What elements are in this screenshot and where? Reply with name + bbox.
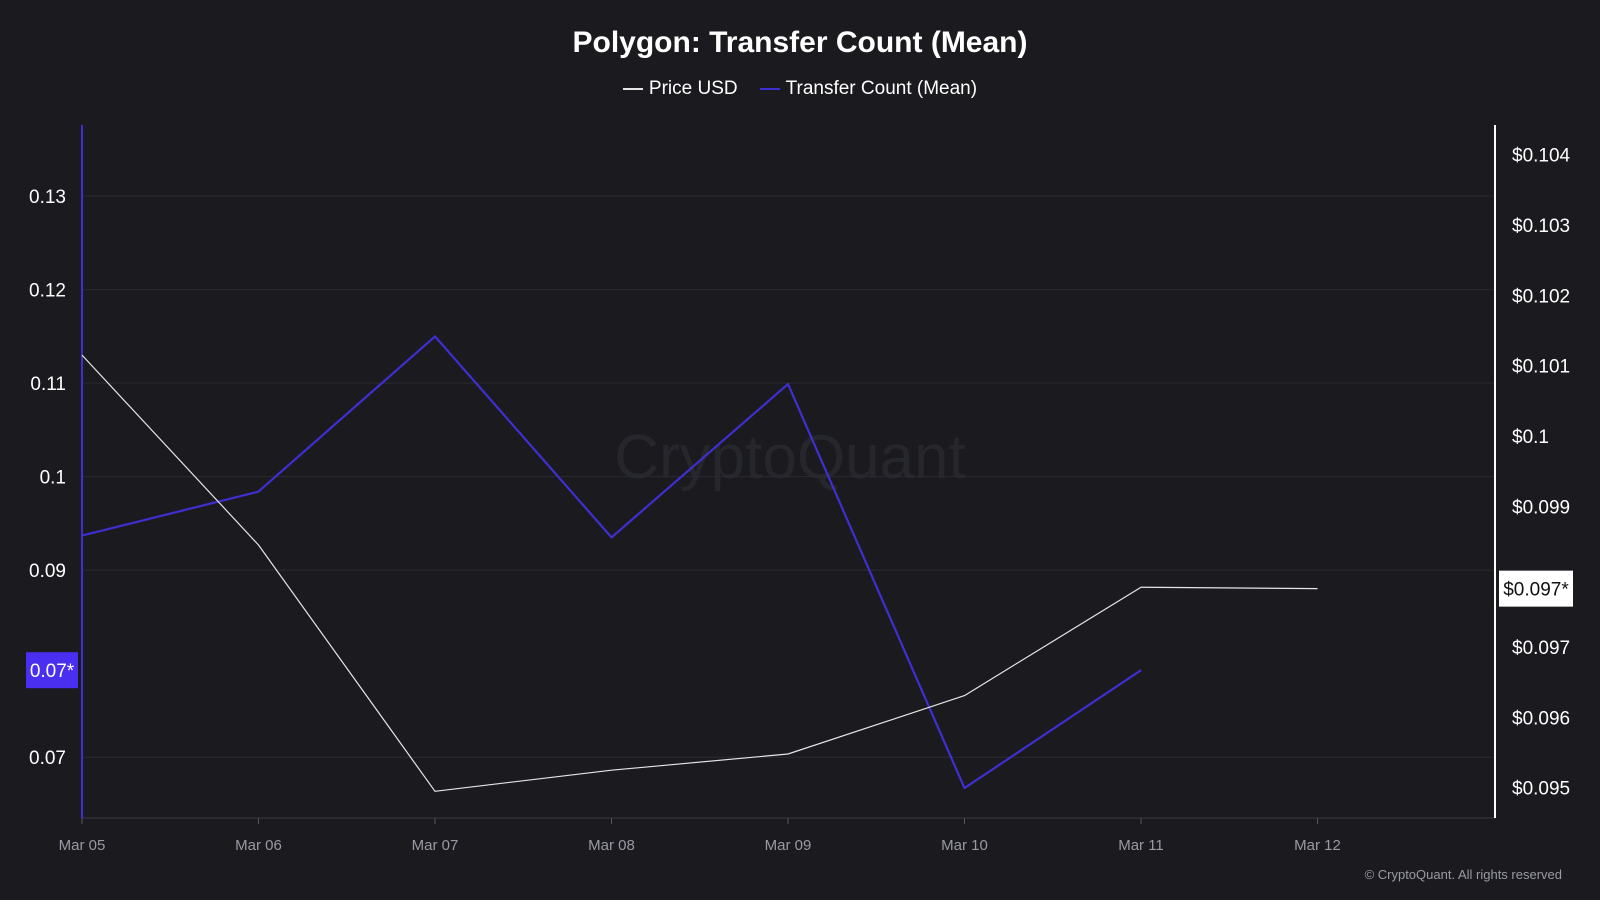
right-axis-tick-label: $0.104 (1512, 146, 1571, 167)
left-axis-tick-label: 0.12 (29, 281, 66, 302)
legend-label-price: Price USD (648, 78, 738, 99)
right-axis-tick-label: $0.097 (1512, 638, 1570, 659)
right-current-value-badge (1499, 570, 1573, 607)
right-axis-tick-label: $0.101 (1512, 357, 1570, 378)
left-axis-tick-label: 0.11 (30, 374, 66, 395)
chart-title: Polygon: Transfer Count (Mean) (572, 26, 1028, 59)
right-axis-tick-label: $0.096 (1512, 708, 1570, 729)
legend-item-price[interactable]: Price USD (622, 78, 738, 100)
right-axis-tick-label: $0.103 (1512, 216, 1570, 237)
left-axis-tick-label: 0.09 (29, 561, 66, 582)
x-axis-tick-label: Mar 08 (588, 837, 635, 854)
legend-label-transfer: Transfer Count (Mean) (785, 78, 978, 99)
x-axis-tick-label: Mar 05 (59, 837, 106, 854)
chart-legend: Price USD Transfer Count (Mean) (0, 78, 1600, 100)
x-axis-tick-label: Mar 12 (1294, 837, 1341, 854)
right-current-value-label: $0.097* (1503, 580, 1569, 601)
left-axis-tick-label: 0.13 (29, 187, 66, 208)
left-current-value-label: 0.07* (30, 661, 75, 682)
right-axis-tick-label: $0.099 (1512, 497, 1570, 518)
left-current-value-badge (26, 652, 78, 689)
x-axis-tick-label: Mar 07 (412, 837, 459, 854)
right-axis-tick-label: $0.095 (1512, 779, 1570, 800)
series-line-transfer[interactable] (81, 335, 1142, 790)
x-axis-tick-label: Mar 06 (235, 837, 282, 854)
left-axis-tick-label: 0.07 (29, 748, 66, 769)
right-axis-tick-label: $0.1 (1512, 427, 1549, 448)
x-axis-tick-label: Mar 09 (765, 837, 812, 854)
left-axis-tick-label: 0.1 (40, 468, 66, 489)
right-axis-tick-label: $0.102 (1512, 286, 1570, 307)
legend-swatch-price (622, 88, 643, 90)
series-line-price[interactable] (81, 354, 1318, 792)
copyright-footer: © CryptoQuant. All rights reserved (1364, 867, 1562, 882)
legend-item-transfer[interactable]: Transfer Count (Mean) (759, 78, 978, 100)
x-axis-tick-label: Mar 10 (941, 837, 988, 854)
legend-swatch-transfer (759, 88, 780, 90)
watermark-text: CryptoQuant (614, 423, 966, 492)
x-axis-tick-label: Mar 11 (1118, 837, 1164, 854)
